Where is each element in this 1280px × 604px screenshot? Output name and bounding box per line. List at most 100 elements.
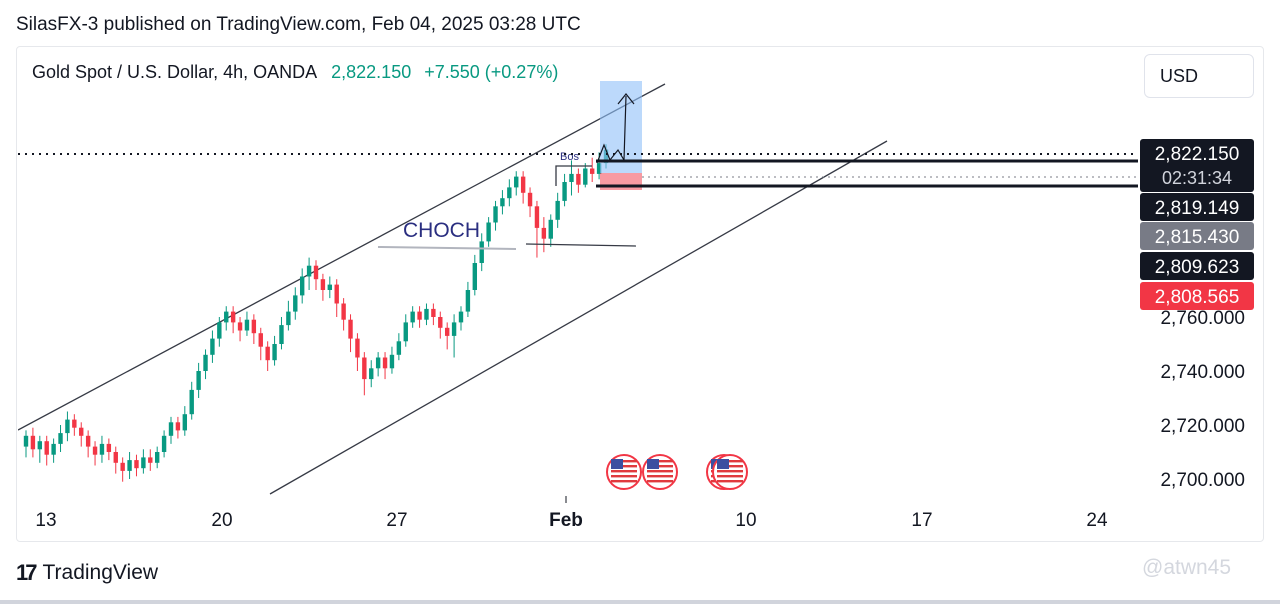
candle-body: [583, 168, 588, 185]
candle-body: [299, 276, 305, 296]
flag-canton: [647, 459, 659, 469]
candle-body: [458, 311, 464, 323]
candle-body: [182, 414, 188, 431]
candle-body: [548, 219, 553, 239]
x-tick-label: 27: [386, 510, 407, 531]
symbol-legend: Gold Spot / U.S. Dollar, 4h, OANDA 2,822…: [32, 62, 558, 83]
us-flag-event-icon: [642, 454, 678, 490]
candle-body: [306, 265, 312, 277]
flag-stripe: [717, 460, 743, 463]
candle-body: [479, 241, 484, 263]
flag-canton: [717, 459, 729, 469]
arrow-head-icon: [617, 93, 635, 105]
candle-body: [403, 322, 408, 342]
y-tick-label: 2,700.000: [1160, 470, 1245, 491]
candle-body: [168, 422, 174, 436]
plot-layer: CHOCH Bos: [18, 81, 1138, 495]
tradingview-logo[interactable]: 17 TradingView: [16, 560, 158, 586]
candle-body: [154, 452, 160, 463]
candle-body: [472, 263, 478, 290]
price-tag: 2,808.565: [1140, 282, 1254, 310]
candle-body: [224, 311, 229, 323]
candle-body: [293, 295, 298, 312]
candle-body: [424, 308, 429, 320]
candle-body: [265, 346, 270, 361]
candle-body: [589, 168, 595, 174]
candle-body: [37, 441, 43, 450]
flag-stripe: [647, 475, 673, 478]
candle-body: [327, 284, 333, 290]
flag-stripe: [611, 470, 637, 473]
price-tag: 2,822.150 02:31:34: [1140, 139, 1254, 192]
candle-body: [23, 435, 29, 447]
time-scale: 13 20 27 Feb 10 17 24: [35, 496, 1108, 531]
candle-body: [99, 443, 105, 455]
price-tag-value: 2,808.565: [1155, 287, 1240, 308]
candle-body: [396, 341, 402, 355]
candle-body: [251, 319, 257, 334]
watermark-text: @atwn45: [1142, 556, 1232, 579]
x-tick-label: 17: [911, 510, 932, 531]
flag-stripe: [647, 480, 673, 483]
flag-stripe: [647, 465, 673, 468]
channel-upper-line: [18, 83, 666, 431]
price-tag-value: 2,819.149: [1155, 198, 1240, 219]
flag-stripe: [647, 470, 673, 473]
candle-body: [320, 279, 326, 290]
candle-body: [541, 227, 547, 239]
candle-body: [196, 371, 201, 390]
candle-body: [279, 325, 284, 344]
candle-body: [217, 322, 222, 339]
candle-body: [286, 311, 291, 326]
price-tag-bg: [1140, 222, 1254, 250]
y-tick-label: 2,760.000: [1160, 308, 1245, 329]
target-zone: [600, 81, 642, 173]
structure-line: [525, 243, 637, 247]
y-tick-label: 2,740.000: [1160, 362, 1245, 383]
candle-body: [417, 311, 422, 320]
candle-body: [106, 443, 112, 452]
candle-body: [514, 176, 519, 188]
candle-body: [65, 419, 70, 434]
flag-stripe: [611, 480, 637, 483]
currency-button[interactable]: USD: [1144, 54, 1254, 98]
candle-body: [113, 452, 118, 463]
price-tag-bg: [1140, 282, 1254, 310]
bos-label: Bos: [560, 151, 579, 163]
candle-body: [30, 435, 36, 450]
flag-canton: [611, 459, 623, 469]
candle-body: [555, 200, 560, 220]
price-tag: 2,819.149: [1140, 193, 1254, 221]
watermark: @atwn45: [1142, 556, 1231, 580]
candle-body: [431, 308, 436, 317]
candle-body: [85, 435, 91, 447]
bos-line: [555, 165, 592, 186]
candle-body: [569, 173, 574, 182]
candle-body: [520, 176, 526, 193]
flag-stripe: [611, 475, 637, 478]
published-caption: SilasFX-3 published on TradingView.com, …: [16, 14, 581, 35]
price-tag: 2,815.430: [1140, 222, 1254, 250]
price-tag-value: 2,809.623: [1155, 257, 1240, 278]
symbol-name: Gold Spot / U.S. Dollar, 4h, OANDA: [32, 62, 317, 82]
candle-body: [79, 427, 84, 436]
candle-body: [161, 435, 167, 452]
price-tag-bg: [1140, 252, 1254, 280]
price-tag-value: 2,822.150: [1155, 144, 1240, 165]
flag-stripe: [647, 460, 673, 463]
flag-stripe: [717, 480, 743, 483]
candle-body: [465, 290, 471, 312]
candle-body: [58, 433, 63, 444]
flag-stripe: [717, 470, 743, 473]
price-tag-countdown: 02:31:34: [1162, 168, 1232, 188]
candle-body: [244, 319, 250, 331]
candle-body: [141, 457, 146, 469]
logo-text: TradingView: [42, 561, 159, 584]
candle-body: [493, 206, 498, 223]
candle-body: [369, 368, 374, 380]
flag-stripe: [611, 460, 637, 463]
candle-body: [272, 344, 277, 361]
candle-body: [451, 322, 457, 336]
x-tick-label: 13: [35, 510, 56, 531]
